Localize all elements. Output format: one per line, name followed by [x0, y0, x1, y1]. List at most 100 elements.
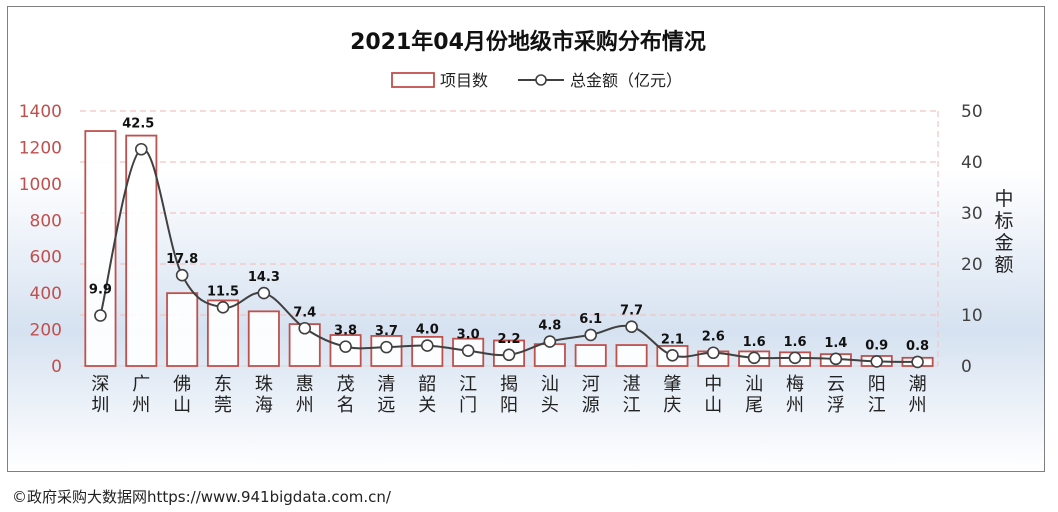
x-tick-label: 汕尾 [745, 374, 763, 416]
line-point [625, 320, 638, 334]
y-left-tick-label: 400 [30, 284, 62, 304]
x-tick-label: 佛山 [173, 374, 191, 416]
line-point [747, 351, 761, 365]
line-point [339, 340, 352, 353]
x-tick-label: 河源 [582, 374, 600, 416]
line-point [257, 286, 271, 300]
line-path [99, 148, 918, 363]
legend-bar-swatch [391, 72, 435, 88]
data-label: 7.7 [620, 304, 643, 319]
y-left-tick-label: 800 [30, 211, 62, 231]
x-tick-label: 韶关 [418, 374, 436, 416]
data-label: 14.3 [248, 270, 280, 285]
line-point [420, 339, 434, 352]
legend-bar-label: 项目数 [440, 71, 488, 90]
line-point [584, 328, 598, 342]
bar [166, 292, 199, 367]
y-right-tick-label: 20 [961, 255, 983, 275]
x-tick-label: 肇庆 [663, 374, 681, 416]
line-point [216, 301, 230, 314]
y-right-tick-label: 10 [961, 306, 983, 326]
x-tick-label: 江门 [459, 374, 477, 416]
legend-line-label: 总金额（亿元） [570, 71, 682, 90]
data-label: 0.9 [865, 338, 888, 353]
x-tick-label: 梅州 [786, 374, 804, 416]
y-left-tick-label: 0 [51, 357, 62, 377]
y-left-tick-label: 200 [30, 321, 62, 341]
line-point [175, 268, 189, 282]
data-label: 2.2 [497, 332, 520, 347]
y-left-tick-label: 600 [30, 248, 62, 268]
y-right-tick-label: 30 [961, 204, 983, 224]
data-label: 9.9 [89, 283, 112, 298]
data-labels: 9.9 42.5 17.8 11.5 14.3 7.4 3.8 3.7 4.0 3.0 2.2 4.8… [89, 116, 929, 354]
line-point [706, 346, 720, 360]
y-axis-right: 0 10 20 30 40 50 中标金额 [961, 102, 1014, 377]
line-point [666, 348, 679, 362]
data-label: 7.4 [293, 305, 316, 320]
line-point [380, 340, 393, 354]
x-tick-label: 阳江 [868, 374, 886, 416]
line-point [911, 355, 924, 369]
data-label: 2.6 [702, 330, 725, 345]
data-label: 2.1 [661, 332, 684, 347]
line-point [298, 321, 312, 335]
bar [84, 130, 117, 367]
data-label: 4.0 [416, 323, 439, 338]
data-label: 1.6 [743, 335, 766, 350]
line-point [502, 348, 516, 362]
line-series [94, 142, 924, 369]
data-label: 1.6 [783, 335, 806, 350]
y-right-tick-label: 0 [961, 357, 972, 377]
y-axis-left: 0 200 400 600 800 1000 1200 1400 [19, 102, 62, 377]
bar [574, 344, 607, 367]
x-tick-label: 汕头 [541, 374, 559, 416]
data-label: 11.5 [207, 284, 239, 299]
x-tick-label: 揭阳 [500, 374, 518, 416]
line-point [543, 335, 557, 348]
x-tick-label: 云浮 [827, 374, 845, 416]
y-right-tick-label: 50 [961, 102, 983, 122]
plot-background [8, 7, 1044, 471]
x-tick-label: 东莞 [214, 374, 232, 416]
y-right-tick-label: 40 [961, 153, 983, 173]
y-left-tick-label: 1400 [19, 102, 62, 122]
x-tick-label: 广州 [132, 374, 150, 416]
line-point [788, 351, 802, 365]
data-label: 0.8 [906, 339, 929, 354]
line-point [134, 142, 148, 156]
x-tick-label: 珠海 [255, 374, 273, 416]
x-tick-label: 深圳 [91, 374, 109, 416]
x-tick-label: 潮州 [909, 374, 927, 416]
line-point [461, 344, 475, 358]
x-axis: 深圳广州佛山东莞珠海惠州茂名清远韶关江门揭阳汕头河源湛江肇庆中山汕尾梅州云浮阳江… [91, 374, 926, 416]
line-point [870, 355, 884, 368]
y-left-tick-label: 1000 [19, 175, 62, 195]
data-label: 3.0 [457, 328, 480, 343]
line-point [94, 309, 107, 322]
data-label: 6.1 [579, 312, 602, 327]
x-tick-label: 惠州 [296, 374, 314, 416]
bar [247, 310, 280, 367]
legend: 项目数 总金额（亿元） [391, 71, 682, 90]
data-label: 3.7 [375, 324, 398, 339]
data-label: 42.5 [122, 116, 154, 131]
bar [615, 344, 648, 367]
data-label: 17.8 [166, 252, 198, 267]
line-point [829, 352, 843, 366]
footer-credit: ©政府采购大数据网https://www.941bigdata.com.cn/ [12, 488, 391, 506]
x-tick-label: 中山 [704, 374, 722, 416]
data-label: 4.8 [538, 319, 561, 334]
x-tick-label: 茂名 [337, 374, 355, 416]
chart-frame: 2021年04月份地级市采购分布情况 项目数 总金额（亿元） 9.9 42.5 17.… [7, 6, 1045, 472]
y-left-tick-label: 1200 [19, 138, 62, 158]
chart-svg: 2021年04月份地级市采购分布情况 项目数 总金额（亿元） 9.9 42.5 17.… [8, 7, 1044, 471]
bar [125, 134, 158, 367]
y-right-axis-label: 中标金额 [994, 188, 1013, 276]
data-label: 3.8 [334, 324, 357, 339]
x-tick-label: 湛江 [623, 374, 641, 416]
x-tick-label: 清远 [377, 374, 395, 416]
data-label: 1.4 [824, 336, 847, 351]
legend-line-marker [535, 74, 547, 86]
chart-title: 2021年04月份地级市采购分布情况 [350, 29, 706, 55]
